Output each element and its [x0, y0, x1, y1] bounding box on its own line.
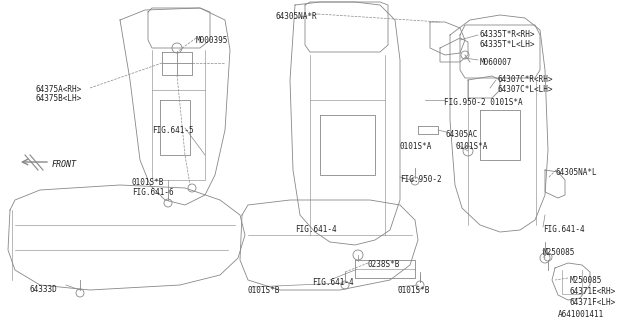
Text: FIG.641-4: FIG.641-4 — [543, 225, 584, 234]
Text: 64335T*R<RH>: 64335T*R<RH> — [480, 30, 536, 39]
Text: 64371E<RH>: 64371E<RH> — [570, 287, 616, 296]
Text: 0101S*B: 0101S*B — [398, 286, 430, 295]
Text: 0101S*B: 0101S*B — [132, 178, 164, 187]
Text: 64375B<LH>: 64375B<LH> — [36, 94, 83, 103]
Text: FRONT: FRONT — [52, 160, 77, 169]
Text: FIG.641-6: FIG.641-6 — [132, 188, 173, 197]
Text: M000395: M000395 — [196, 36, 228, 45]
Text: M250085: M250085 — [543, 248, 575, 257]
Text: M060007: M060007 — [480, 58, 513, 67]
Text: FIG.950-2 0101S*A: FIG.950-2 0101S*A — [444, 98, 523, 107]
Text: 64307C*R<RH>: 64307C*R<RH> — [498, 75, 554, 84]
Text: 64375A<RH>: 64375A<RH> — [36, 85, 83, 94]
Text: 64335T*L<LH>: 64335T*L<LH> — [480, 40, 536, 49]
Text: 0101S*B: 0101S*B — [247, 286, 280, 295]
Text: 0101S*A: 0101S*A — [400, 142, 433, 151]
Text: M250085: M250085 — [570, 276, 602, 285]
Text: FIG.950-2: FIG.950-2 — [400, 175, 442, 184]
Text: 64305NA*L: 64305NA*L — [556, 168, 598, 177]
Text: FIG.641-4: FIG.641-4 — [312, 278, 354, 287]
Text: 64371F<LH>: 64371F<LH> — [570, 298, 616, 307]
Text: 64307C*L<LH>: 64307C*L<LH> — [498, 85, 554, 94]
Text: FIG.641-5: FIG.641-5 — [152, 126, 194, 135]
Text: 64305AC: 64305AC — [446, 130, 478, 139]
Text: FIG.641-4: FIG.641-4 — [295, 225, 337, 234]
Text: 0238S*B: 0238S*B — [368, 260, 401, 269]
Text: 64305NA*R: 64305NA*R — [275, 12, 317, 21]
Text: 0101S*A: 0101S*A — [456, 142, 488, 151]
Text: A641001411: A641001411 — [558, 310, 604, 319]
Text: 64333D: 64333D — [30, 285, 58, 294]
